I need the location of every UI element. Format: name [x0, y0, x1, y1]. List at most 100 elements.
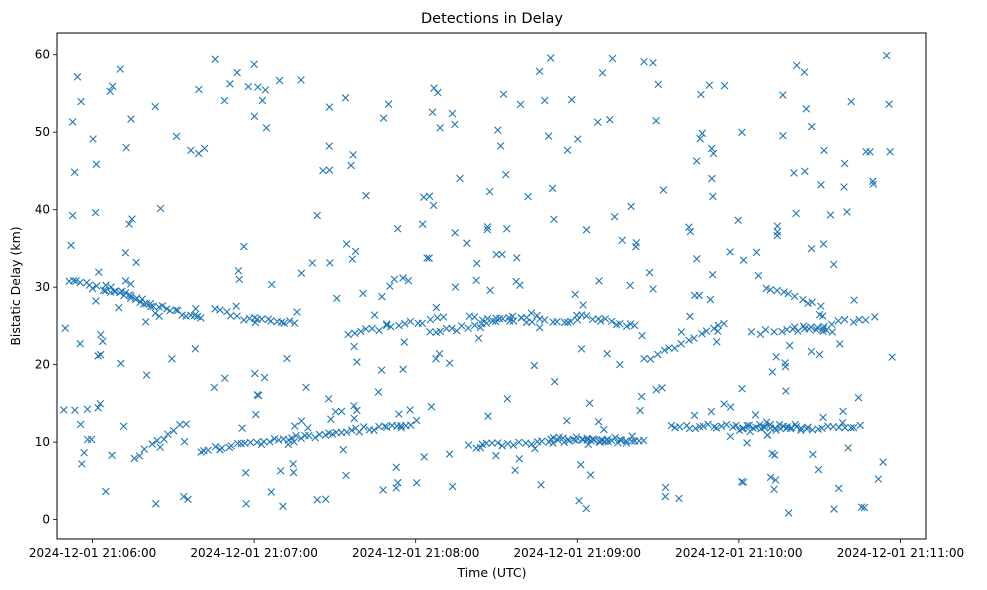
detection-point: [484, 412, 492, 420]
detection-point: [732, 421, 740, 430]
detection-point: [384, 100, 393, 108]
detection-point: [773, 286, 781, 295]
detection-point: [172, 132, 181, 141]
detection-point: [597, 436, 605, 445]
detection-point: [280, 319, 289, 327]
detection-point: [94, 268, 103, 276]
detection-point: [563, 146, 572, 155]
detection-point: [698, 129, 707, 138]
detection-point: [502, 170, 510, 179]
detection-point: [119, 422, 128, 431]
detection-point: [96, 330, 105, 339]
detection-point: [121, 277, 130, 285]
detection-point: [478, 440, 487, 449]
detection-point: [283, 354, 291, 363]
detection-point: [187, 146, 195, 155]
detection-point: [184, 495, 192, 504]
detection-point: [142, 371, 151, 379]
detection-point: [485, 187, 494, 196]
detection-point: [125, 220, 133, 228]
detection-point: [509, 441, 518, 449]
detection-point: [717, 422, 726, 430]
detection-point: [544, 132, 553, 140]
detection-point: [607, 436, 616, 445]
detection-point: [797, 426, 805, 435]
detection-point: [412, 478, 421, 487]
detection-point: [854, 393, 863, 402]
detection-point: [546, 54, 555, 62]
detection-point: [368, 324, 376, 333]
detection-point: [696, 134, 704, 143]
detection-point: [436, 124, 444, 132]
detection-point: [379, 486, 387, 494]
detection-point: [235, 275, 244, 284]
detection-point: [267, 317, 275, 325]
detection-point: [151, 102, 160, 111]
detection-point: [869, 180, 878, 188]
detection-point: [660, 346, 669, 355]
detection-point: [142, 299, 151, 308]
detection-point: [781, 362, 790, 371]
detection-point: [586, 471, 595, 479]
plot-area: [57, 33, 926, 539]
detection-point: [357, 327, 365, 336]
detection-point: [115, 303, 123, 312]
x-tick-label: 2024-12-01 21:06:00: [29, 546, 156, 560]
detection-point: [771, 476, 780, 484]
detection-point: [130, 454, 139, 463]
detection-point: [240, 242, 248, 251]
detection-point: [406, 406, 414, 414]
detection-point: [381, 422, 389, 431]
detection-point: [649, 285, 657, 293]
detection-point: [841, 423, 849, 432]
detection-point: [563, 416, 571, 425]
detection-point: [690, 411, 699, 420]
detection-point: [511, 466, 519, 475]
detection-point: [418, 220, 427, 228]
detection-point: [829, 260, 838, 269]
detection-point: [342, 240, 351, 248]
detection-point: [382, 423, 391, 432]
detection-point: [448, 482, 457, 491]
detection-point: [339, 445, 348, 454]
detection-point: [394, 478, 402, 487]
detection-point: [327, 415, 335, 423]
detection-point: [692, 157, 701, 165]
detection-point: [540, 316, 549, 324]
detection-point: [111, 287, 120, 295]
detection-point: [498, 442, 506, 450]
detection-point: [420, 453, 429, 461]
detection-point: [76, 339, 84, 348]
detection-point: [593, 118, 602, 126]
detection-point: [594, 417, 603, 426]
detection-point: [637, 392, 646, 401]
detection-point: [784, 289, 793, 298]
y-axis-title: Bistatic Delay (km): [8, 226, 23, 345]
detection-point: [826, 211, 835, 219]
detection-point: [839, 407, 847, 416]
detection-point: [512, 254, 521, 262]
detection-point: [313, 211, 321, 220]
x-tick-label: 2024-12-01 21:07:00: [190, 546, 317, 560]
detection-point: [106, 87, 114, 96]
detection-point: [250, 60, 258, 69]
detection-point: [378, 292, 386, 301]
detection-point: [61, 324, 70, 333]
detection-point: [530, 361, 539, 370]
detection-point: [182, 420, 190, 428]
detection-point: [216, 306, 224, 314]
detection-point: [492, 250, 501, 259]
detection-point: [425, 254, 433, 262]
detection-point: [720, 400, 728, 408]
detection-point: [68, 211, 77, 220]
detection-point: [499, 90, 508, 99]
detection-point: [675, 423, 684, 431]
detection-point: [575, 496, 583, 505]
detection-point: [720, 319, 728, 328]
detection-point: [886, 147, 894, 156]
detection-point: [399, 274, 407, 282]
detection-point: [297, 417, 306, 425]
detection-point: [135, 452, 144, 460]
detection-point: [456, 174, 464, 183]
detection-point: [349, 151, 357, 159]
